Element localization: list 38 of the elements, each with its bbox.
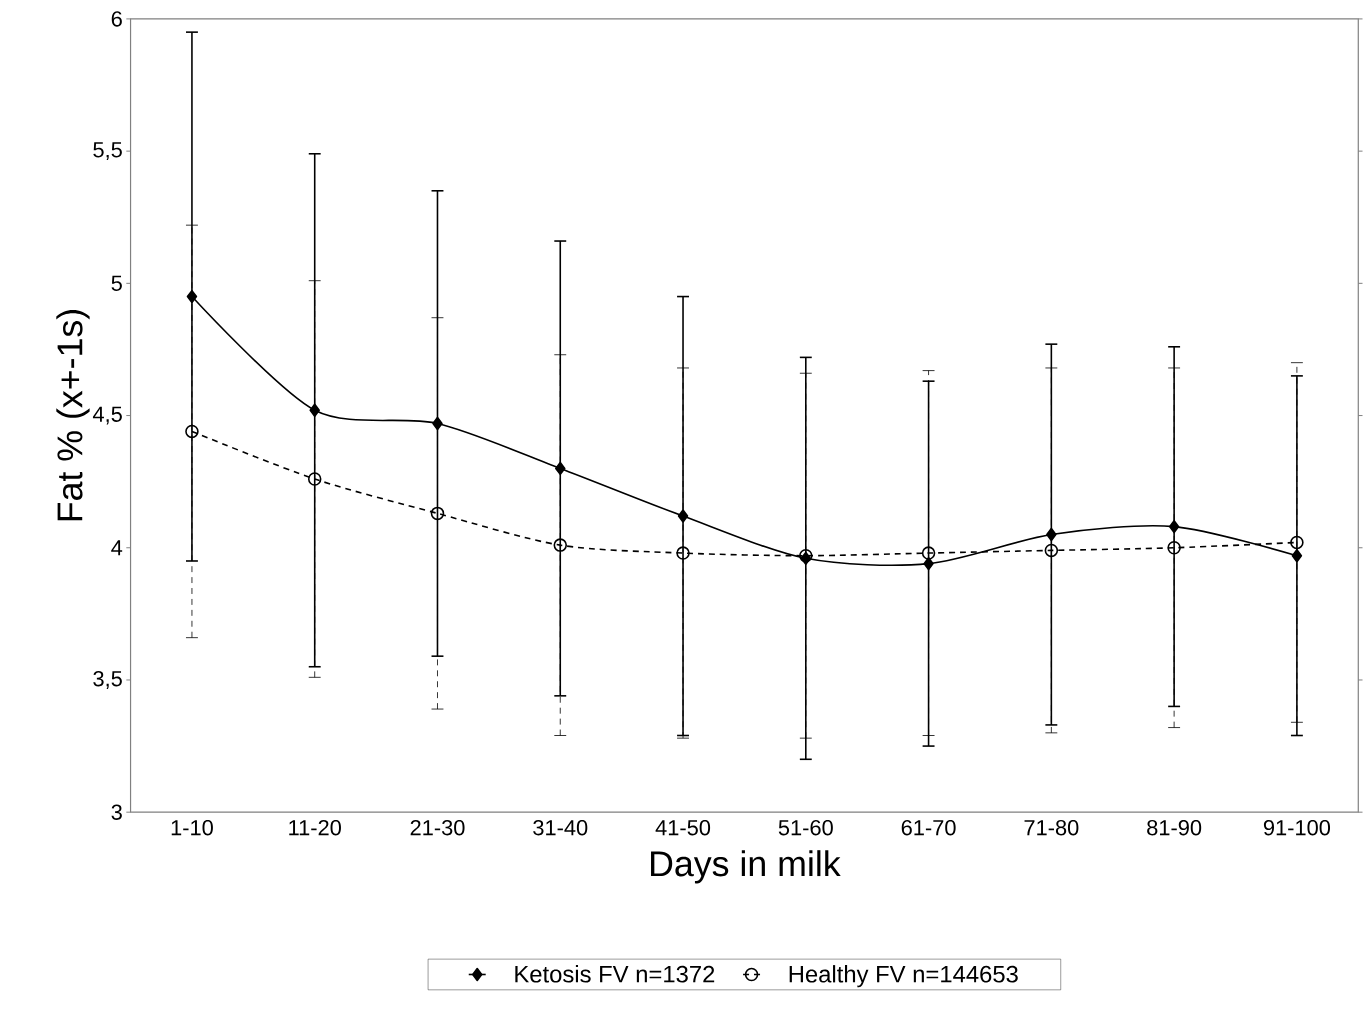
x-tick-label: 71-80	[1024, 819, 1079, 836]
y-tick-label: 3,5	[93, 670, 122, 689]
point	[309, 403, 320, 417]
x-tick-label: 11-20	[289, 819, 341, 836]
x-tick-label: 21-30	[410, 819, 465, 836]
x-tick-label: 41-50	[655, 819, 711, 836]
legend-label: Healthy FV n=144653	[789, 964, 1018, 988]
point	[186, 289, 198, 304]
x-tick-label: 51-60	[778, 819, 833, 836]
point	[553, 538, 568, 552]
point	[1168, 519, 1180, 534]
y-tick-label: 4,5	[92, 406, 122, 425]
x-axis-title: Days in milk	[651, 849, 841, 884]
point	[1290, 535, 1304, 549]
point	[554, 461, 566, 475]
point	[185, 424, 199, 438]
x-tick-label: 91-100	[1263, 819, 1331, 836]
point	[1046, 527, 1057, 542]
point	[307, 472, 322, 486]
y-tick-label: 3	[111, 804, 122, 820]
point	[921, 546, 936, 560]
x-tick-label: 61-70	[901, 819, 956, 836]
point	[676, 546, 690, 560]
y-tick-label: 5,5	[93, 141, 122, 160]
point	[1291, 548, 1303, 563]
legend-label: Ketosis FV n=1372	[515, 964, 715, 983]
x-tick-label: 81-90	[1147, 819, 1202, 836]
y-tick-label: 5	[111, 275, 122, 291]
x-tick-label: 31-40	[533, 819, 588, 836]
y-tick-label: 6	[111, 10, 122, 27]
x-tick-label: 1-10	[171, 819, 213, 836]
point	[432, 416, 443, 431]
y-tick-label: 4	[111, 540, 123, 556]
point	[677, 509, 689, 523]
point	[1044, 543, 1059, 557]
point	[430, 506, 445, 520]
point	[1167, 540, 1181, 555]
y-axis-title: Fat % (x+-1s)	[56, 309, 90, 521]
